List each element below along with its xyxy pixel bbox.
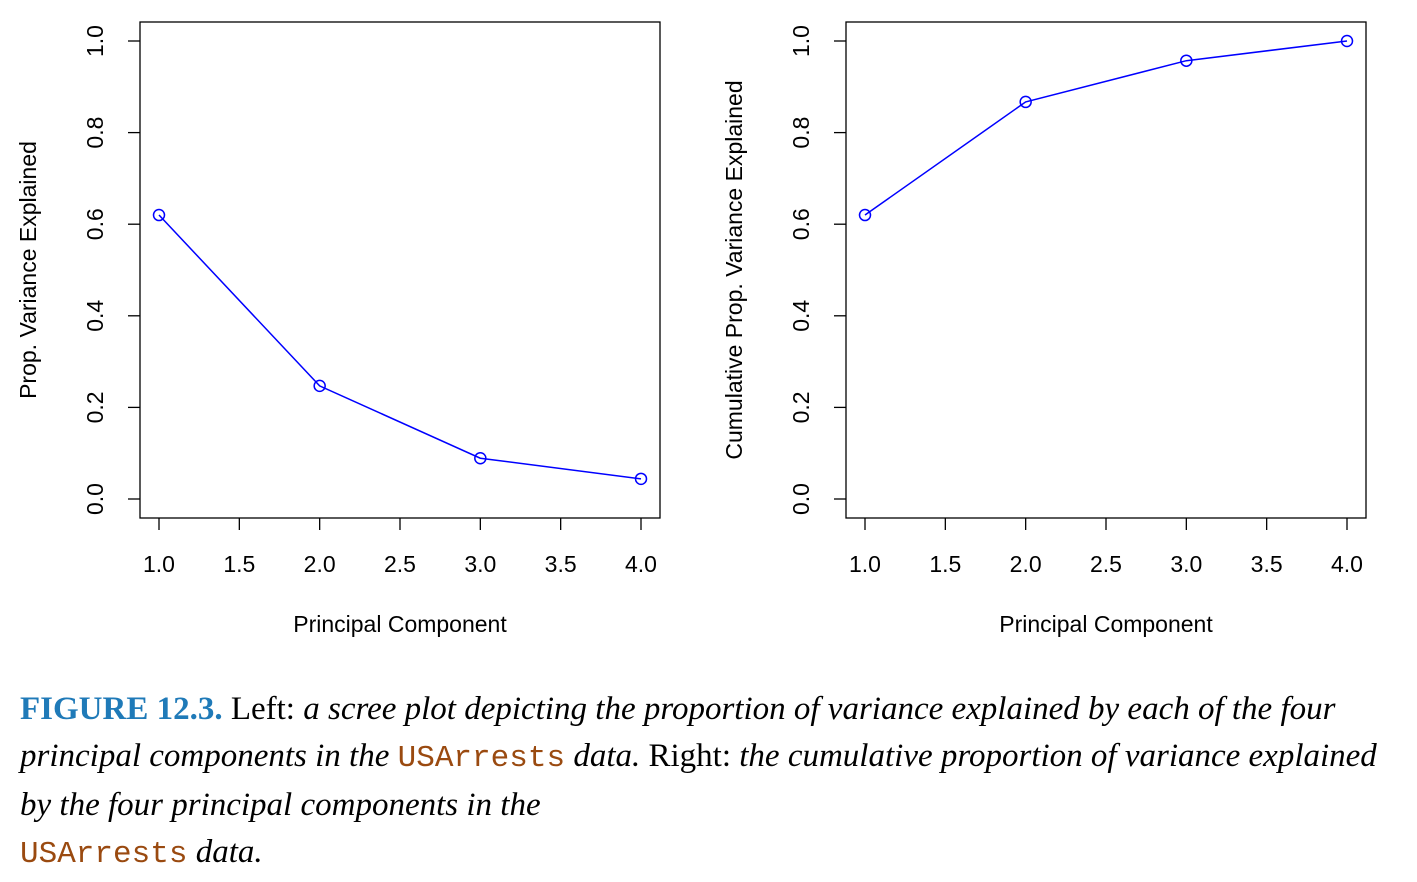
y-tick-label: 0.6 — [788, 208, 814, 240]
series-line — [864, 40, 1348, 216]
x-tick-label: 2.5 — [1090, 551, 1122, 577]
x-tick-label: 4.0 — [1331, 551, 1363, 577]
y-tick-label: 1.0 — [788, 25, 814, 57]
x-axis-label: Principal Component — [293, 611, 507, 637]
figure-caption: FIGURE 12.3. Left: a scree plot depictin… — [20, 686, 1380, 878]
y-tick-label: 0.6 — [82, 208, 108, 240]
data-point — [474, 451, 487, 465]
x-tick-label: 2.5 — [384, 551, 416, 577]
caption-right-text: the cumulative proportion of variance ex… — [20, 737, 1377, 824]
plot-frame — [845, 21, 1367, 519]
caption-dataset-2: USArrests — [20, 836, 188, 872]
x-tick-label: 3.0 — [1170, 551, 1202, 577]
data-point — [634, 472, 648, 486]
caption-dataset: USArrests — [397, 740, 566, 776]
x-tick-label: 2.0 — [1010, 551, 1042, 577]
caption-data-word: data. — [573, 737, 641, 774]
x-tick-label: 1.5 — [929, 551, 961, 577]
x-axis-label: Principal Component — [999, 611, 1213, 637]
y-tick-label: 0.2 — [82, 391, 108, 423]
y-axis-label: Cumulative Prop. Variance Explained — [721, 80, 747, 459]
y-tick-label: 0.8 — [788, 117, 814, 149]
plot-frame — [139, 21, 661, 519]
caption-end-text: data. — [195, 833, 263, 870]
x-tick-label: 1.0 — [849, 551, 881, 577]
x-tick-label: 3.0 — [464, 551, 496, 577]
x-tick-label: 4.0 — [625, 551, 657, 577]
x-tick-label: 2.0 — [304, 551, 336, 577]
y-tick-label: 0.4 — [82, 300, 108, 332]
y-axis-label: Prop. Variance Explained — [15, 141, 41, 399]
caption-label: FIGURE 12.3. — [20, 691, 223, 727]
y-tick-label: 0.0 — [788, 483, 814, 515]
x-tick-label: 1.0 — [143, 551, 175, 577]
y-tick-label: 0.2 — [788, 391, 814, 423]
x-tick-label: 1.5 — [223, 551, 255, 577]
data-point — [858, 208, 872, 222]
data-point — [152, 208, 166, 222]
caption-right-word: Right: — [648, 737, 732, 774]
y-tick-label: 0.0 — [82, 483, 108, 515]
x-tick-label: 3.5 — [545, 551, 577, 577]
y-tick-label: 0.4 — [788, 300, 814, 332]
data-point — [313, 379, 326, 393]
x-tick-label: 3.5 — [1251, 551, 1283, 577]
y-tick-label: 0.8 — [82, 117, 108, 149]
y-tick-label: 1.0 — [82, 25, 108, 57]
series-line — [158, 214, 642, 480]
caption-left-word: Left: — [230, 691, 295, 727]
figure: 1.0 1.5 2.0 2.5 3.0 3.5 4.0 0.0 0.2 0.4 0.6 0.8 1.0 P… — [15, 21, 1367, 637]
data-point — [1340, 34, 1354, 48]
caption-left-text: a scree plot depicting the proportion of… — [20, 691, 1336, 774]
data-point — [1180, 54, 1193, 67]
chart-panel-1: 1.0 1.5 2.0 2.5 3.0 3.5 4.0 0.0 0.2 0.4 0.6 0.8 1.0 P… — [15, 21, 661, 637]
chart-panel-2: 1.0 1.5 2.0 2.5 3.0 3.5 4.0 0.0 0.2 0.4 0.6 0.8 1.0 P… — [721, 21, 1367, 637]
data-point — [1019, 95, 1032, 109]
